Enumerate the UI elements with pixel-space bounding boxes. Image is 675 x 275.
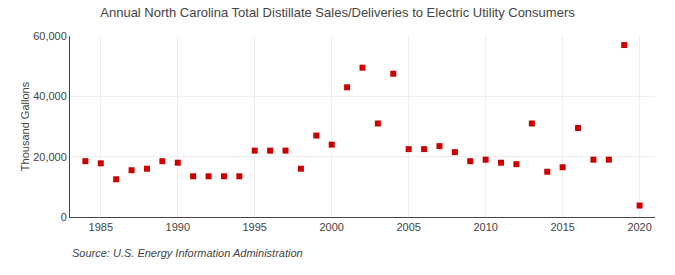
svg-text:0: 0: [61, 211, 67, 223]
svg-text:60,000: 60,000: [33, 30, 67, 42]
svg-text:1985: 1985: [89, 221, 113, 233]
svg-text:2000: 2000: [319, 221, 343, 233]
svg-text:2020: 2020: [627, 221, 651, 233]
svg-text:Source: U.S. Energy Informatio: Source: U.S. Energy Information Administ…: [72, 247, 303, 259]
svg-text:2005: 2005: [396, 221, 420, 233]
svg-text:1990: 1990: [166, 221, 190, 233]
svg-text:40,000: 40,000: [33, 90, 67, 102]
svg-text:2015: 2015: [550, 221, 574, 233]
svg-text:Annual North Carolina Total Di: Annual North Carolina Total Distillate S…: [100, 5, 575, 20]
svg-text:Thousand Gallons: Thousand Gallons: [19, 81, 31, 171]
svg-text:20,000: 20,000: [33, 151, 67, 163]
svg-text:2010: 2010: [473, 221, 497, 233]
svg-text:1995: 1995: [242, 221, 266, 233]
